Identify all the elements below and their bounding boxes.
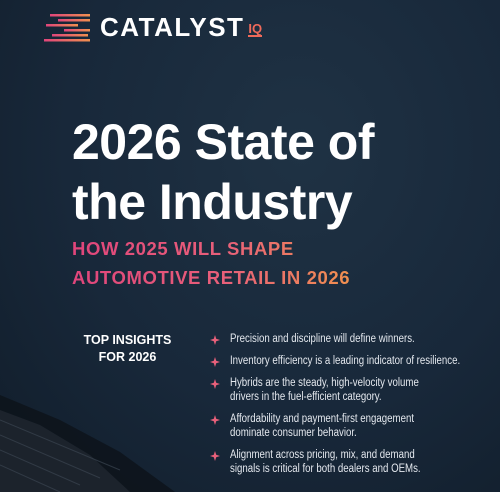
insight-line: signals is critical for both dealers and…: [230, 463, 421, 475]
insight-item: Inventory efficiency is a leading indica…: [210, 354, 500, 368]
title-line: 2026 State of: [72, 114, 374, 170]
insight-text: Affordability and payment-first engageme…: [230, 412, 460, 440]
insight-line: Alignment across pricing, mix, and deman…: [230, 449, 415, 461]
insight-item: Affordability and payment-first engageme…: [210, 412, 500, 440]
subtitle: HOW 2025 WILL SHAPE AUTOMOTIVE RETAIL IN …: [72, 234, 350, 292]
insights-label: TOP INSIGHTS FOR 2026: [60, 332, 195, 366]
insights-label-line: TOP INSIGHTS: [83, 333, 172, 347]
insight-text: Alignment across pricing, mix, and deman…: [230, 448, 460, 476]
insight-line: Inventory efficiency is a leading indica…: [230, 355, 461, 367]
insight-line: drivers in the fuel-efficient category.: [230, 391, 382, 403]
insight-item: Alignment across pricing, mix, and deman…: [210, 448, 500, 476]
bullet-star: [210, 379, 220, 389]
title: 2026 State of the Industry: [72, 112, 374, 232]
bullet-star: [210, 415, 220, 425]
bullet-star: [210, 451, 220, 461]
insight-text: Hybrids are the steady, high-velocity vo…: [230, 376, 460, 404]
bullet-star: [210, 335, 220, 345]
bullet-star: [210, 357, 220, 367]
logo-icon: [44, 13, 90, 41]
subtitle-line: AUTOMOTIVE RETAIL IN 2026: [72, 267, 351, 288]
logo-name: CATALYST: [100, 12, 245, 42]
insight-line: Precision and discipline will define win…: [230, 333, 415, 345]
insight-line: Hybrids are the steady, high-velocity vo…: [230, 377, 419, 389]
logo: CATALYST IQ: [44, 12, 263, 43]
insight-text: Precision and discipline will define win…: [230, 332, 460, 346]
insight-text: Inventory efficiency is a leading indica…: [230, 354, 460, 368]
insight-line: dominate consumer behavior.: [230, 427, 357, 439]
insight-item: Hybrids are the steady, high-velocity vo…: [210, 376, 500, 404]
insight-line: Affordability and payment-first engageme…: [230, 413, 415, 425]
insights-label-line: FOR 2026: [98, 350, 157, 364]
logo-suffix: IQ: [248, 21, 263, 37]
title-line: the Industry: [72, 174, 353, 230]
insight-item: Precision and discipline will define win…: [210, 332, 500, 346]
insights-list: Precision and discipline will define win…: [210, 332, 500, 484]
subtitle-line: HOW 2025 WILL SHAPE: [72, 238, 294, 259]
